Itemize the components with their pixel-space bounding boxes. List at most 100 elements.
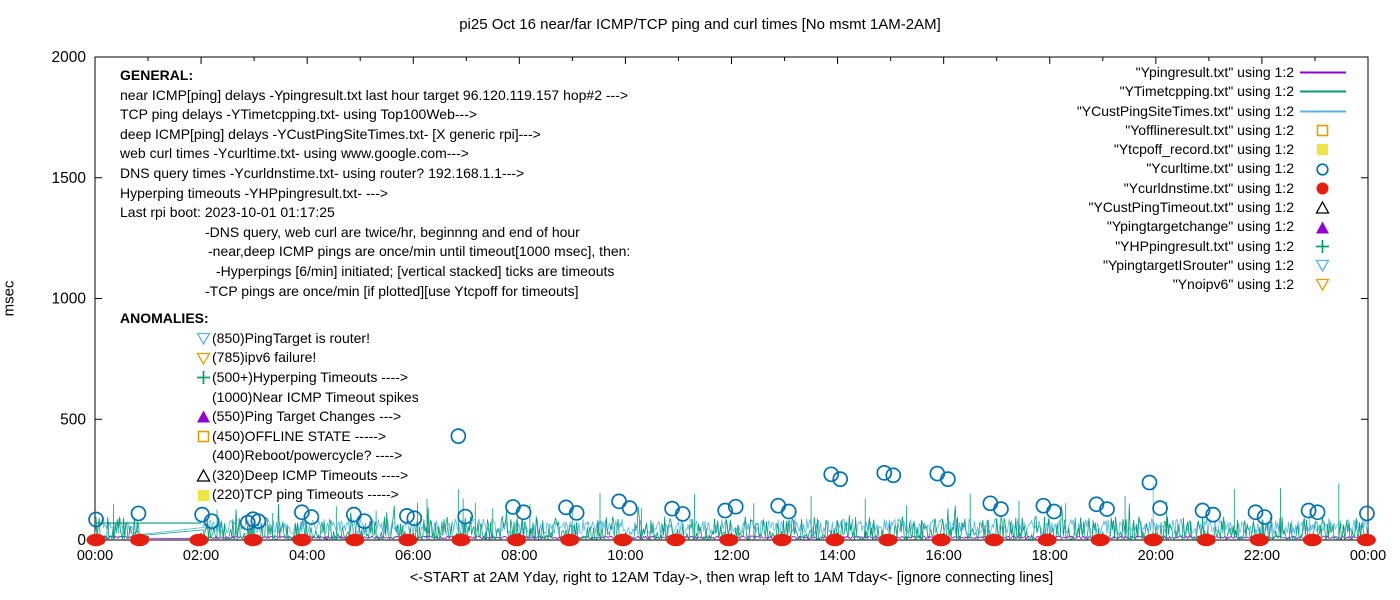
legend-entry: "Yofflineresult.txt" using 1:2 <box>1077 121 1352 140</box>
anomaly-marker <box>196 409 212 424</box>
general-line: Hyperping timeouts -YHPpingresult.txt- -… <box>120 184 389 201</box>
anomaly-item: (785)ipv6 failure! <box>120 348 630 368</box>
legend-label: "YCustPingSiteTimes.txt" using 1:2 <box>1076 102 1294 119</box>
anomaly-label: (500+)Hyperping Timeouts ----> <box>212 368 409 385</box>
legend-label: "YTimetcpping.txt" using 1:2 <box>1119 83 1294 100</box>
point-Ycurltime.txt <box>1035 497 1052 514</box>
x-tick-label: 12:00 <box>713 548 749 564</box>
x-tick-label: 00:00 <box>1350 548 1386 564</box>
point-Ycurltime.txt <box>727 498 744 515</box>
point-Ycurltime.txt <box>457 508 474 525</box>
point-Ycurldnstime.txt <box>292 533 312 547</box>
point-Ycurldnstime.txt <box>189 533 209 547</box>
point-Ycurltime.txt <box>621 500 638 516</box>
legend-label: "YpingtargetISrouter" using 1:2 <box>1102 256 1294 273</box>
point-Ycurltime.txt <box>876 465 893 481</box>
general-line: web curl times -Ycurltime.txt- using www… <box>120 145 469 162</box>
point-Ycurldnstime.txt <box>666 533 686 547</box>
point-Ycurltime.txt <box>294 504 310 521</box>
legend-marker <box>1294 142 1352 157</box>
legend-marker <box>1294 258 1352 273</box>
y-tick-label: 0 <box>77 532 86 549</box>
y-tick-label: 500 <box>60 411 86 428</box>
anomaly-label: (400)Reboot/powercycle? ----> <box>212 447 403 464</box>
general-line: -TCP pings are once/min [if plotted][use… <box>205 282 579 299</box>
chart-title: pi25 Oct 16 near/far ICMP/TCP ping and c… <box>459 16 941 33</box>
point-Ycurltime.txt <box>130 505 147 522</box>
point-Ycurldnstime.txt <box>825 533 845 547</box>
anomaly-item: (1000)Near ICMP Timeout spikes <box>120 388 630 408</box>
anomaly-label: (850)PingTarget is router! <box>212 329 370 346</box>
point-Ycurldnstime.txt <box>1249 533 1269 547</box>
point-Ycurltime.txt <box>1309 504 1326 521</box>
legend-label: "Ynoipv6" using 1:2 <box>1172 276 1294 293</box>
general-line: TCP ping delays -YTimetcpping.txt- using… <box>120 106 478 123</box>
general-line: deep ICMP[ping] delays -YCustPingSiteTim… <box>120 125 541 142</box>
general-line: near ICMP[ping] delays -Ypingresult.txt … <box>120 86 629 103</box>
point-Ycurltime.txt <box>450 428 467 445</box>
point-Ycurldnstime.txt <box>345 533 365 547</box>
legend-entry: "YTimetcpping.txt" using 1:2 <box>1077 82 1352 101</box>
point-Ycurldnstime.txt <box>1090 533 1110 547</box>
square-filled-marker-icon <box>198 489 209 501</box>
anomaly-label: (785)ipv6 failure! <box>212 349 317 366</box>
x-tick-label: 04:00 <box>289 548 325 564</box>
legend-entry: "Ytcpoff_record.txt" using 1:2 <box>1077 140 1352 159</box>
y-tick-label: 1000 <box>52 291 87 308</box>
point-Ycurldnstime.txt <box>1302 533 1322 547</box>
legend: "Ypingresult.txt" using 1:2 "YTimetcpping… <box>1077 63 1352 295</box>
plus-marker-icon <box>197 371 210 385</box>
y-tick-label: 2000 <box>52 49 87 66</box>
point-Ycurltime.txt <box>356 513 373 530</box>
point-Ycurltime.txt <box>982 495 999 512</box>
point-Ycurltime.txt <box>515 504 532 521</box>
point-Ycurldnstime.txt <box>507 533 527 547</box>
legend-marker <box>1294 84 1352 99</box>
x-tick-label: 06:00 <box>395 548 431 564</box>
triangle-up-open-marker-icon <box>196 468 211 482</box>
point-Ycurltime.txt <box>303 509 320 525</box>
anomaly-label: (320)Deep ICMP Timeouts ----> <box>212 466 409 483</box>
legend-label: "Ycurldnstime.txt" using 1:2 <box>1123 179 1294 196</box>
series-YTimetcpping.txt <box>94 483 1369 542</box>
point-Ycurltime.txt <box>1300 502 1317 519</box>
general-line: -DNS query, web curl are twice/hr, begin… <box>205 223 580 240</box>
legend-marker <box>1294 104 1352 119</box>
triangle-down-open-marker-icon <box>1315 279 1330 292</box>
general-line: -near,deep ICMP pings are once/min until… <box>208 243 631 260</box>
point-Ycurltime.txt <box>88 511 104 528</box>
legend-label: "Ypingresult.txt" using 1:2 <box>1135 64 1294 80</box>
anomaly-marker <box>196 351 212 366</box>
general-heading: GENERAL: <box>120 67 194 83</box>
anomaly-label: (1000)Near ICMP Timeout spikes <box>212 388 419 405</box>
point-Ycurldnstime.txt <box>1143 533 1163 547</box>
circle-filled-marker-icon <box>1316 182 1329 195</box>
anomaly-marker <box>196 429 212 444</box>
point-Ycurltime.txt <box>770 497 787 514</box>
x-tick-label: 02:00 <box>183 548 219 564</box>
square-open-marker-icon <box>197 430 210 443</box>
triangle-up-open-marker-icon <box>1315 200 1330 214</box>
annotation-block: GENERAL: near ICMP[ping] delays -Ypingre… <box>120 66 630 505</box>
point-Ycurltime.txt <box>406 510 423 527</box>
point-Ycurldnstime.txt <box>719 533 739 547</box>
anomaly-lines: (850)PingTarget is router! (785)ipv6 fail… <box>120 329 630 505</box>
point-Ycurldnstime.txt <box>772 533 792 547</box>
square-filled-marker-icon <box>1317 144 1328 156</box>
triangle-down-open-marker-icon <box>1315 259 1330 273</box>
legend-label: "Ypingtargetchange" using 1:2 <box>1106 218 1294 235</box>
anomaly-item: (850)PingTarget is router! <box>120 329 630 349</box>
point-Ycurldnstime.txt <box>1037 533 1057 547</box>
point-Ycurltime.txt <box>885 467 902 484</box>
legend-marker <box>1294 123 1352 138</box>
point-Ycurltime.txt <box>940 471 956 487</box>
point-Ycurltime.txt <box>399 507 415 524</box>
anomaly-marker <box>196 370 212 385</box>
triangle-down-open-marker-icon <box>196 352 211 365</box>
legend-entry: "YpingtargetISrouter" using 1:2 <box>1077 256 1352 275</box>
legend-marker <box>1294 162 1352 177</box>
point-Ycurldnstime.txt <box>1356 533 1376 547</box>
point-Ycurldnstime.txt <box>1196 533 1216 547</box>
anomaly-item: (320)Deep ICMP Timeouts ----> <box>120 466 630 486</box>
legend-entry: "Ynoipv6" using 1:2 <box>1077 275 1352 294</box>
